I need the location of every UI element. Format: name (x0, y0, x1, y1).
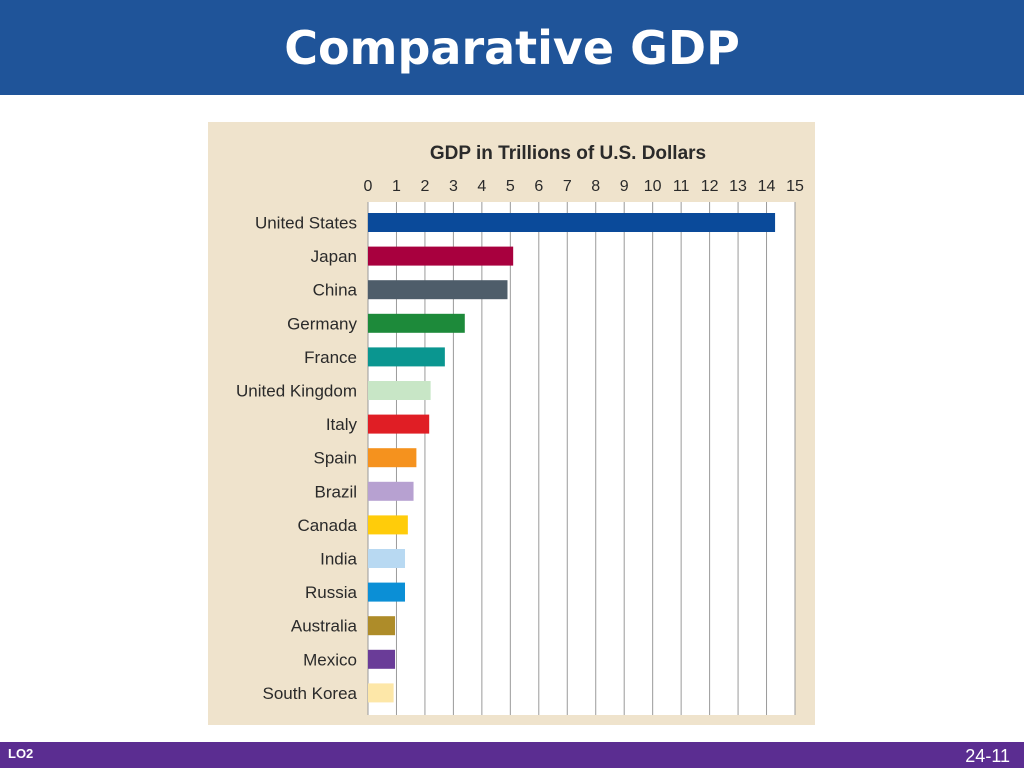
category-label: France (304, 348, 357, 367)
slide-number: 24-11 (965, 746, 1010, 766)
bar (368, 280, 508, 300)
x-tick-label: 11 (673, 178, 690, 195)
x-tick-label: 1 (392, 178, 401, 195)
category-label: United States (255, 214, 357, 233)
x-tick-label: 10 (644, 178, 662, 195)
bar (368, 347, 445, 367)
title-bar: Comparative GDP (0, 0, 1024, 95)
category-label: Italy (326, 415, 358, 434)
bar (368, 683, 394, 703)
x-tick-label: 3 (449, 178, 458, 195)
learning-objective-label: LO2 (8, 746, 34, 761)
category-label: India (320, 550, 357, 569)
x-tick-label: 7 (563, 178, 572, 195)
category-label: Spain (314, 449, 357, 468)
bar (368, 616, 396, 636)
bar (368, 381, 431, 400)
category-label: Mexico (303, 650, 357, 669)
plot-area (368, 202, 795, 715)
category-label: United Kingdom (236, 382, 357, 401)
category-label: Germany (287, 314, 357, 333)
category-label: Australia (291, 617, 358, 636)
x-tick-label: 8 (591, 178, 600, 195)
category-label: Japan (311, 247, 357, 266)
category-label: Russia (305, 583, 358, 602)
bar (368, 515, 408, 535)
chart-title: GDP in Trillions of U.S. Dollars (430, 143, 706, 164)
x-tick-label: 4 (477, 178, 486, 195)
x-tick-label: 2 (420, 178, 429, 195)
bar (368, 549, 406, 568)
category-label: China (313, 281, 358, 300)
slide-title: Comparative GDP (284, 21, 740, 75)
category-label: Canada (297, 516, 357, 535)
category-label: South Korea (262, 684, 357, 703)
x-tick-label: 9 (620, 178, 629, 195)
x-tick-label: 12 (701, 178, 719, 195)
x-tick-label: 13 (729, 178, 747, 195)
x-tick-label: 15 (786, 178, 804, 195)
bar (368, 213, 776, 232)
bar (368, 246, 514, 266)
bar (368, 481, 414, 501)
bar (368, 313, 465, 333)
category-label: Brazil (314, 482, 357, 501)
x-tick-label: 6 (534, 178, 543, 195)
x-tick-label: 5 (506, 178, 515, 195)
bar (368, 649, 396, 669)
bar (368, 582, 406, 602)
bar (368, 414, 430, 434)
footer-bar: LO2 24-11 (0, 742, 1024, 768)
bar (368, 448, 417, 468)
x-tick-label: 0 (364, 178, 373, 195)
x-tick-label: 14 (758, 178, 776, 195)
